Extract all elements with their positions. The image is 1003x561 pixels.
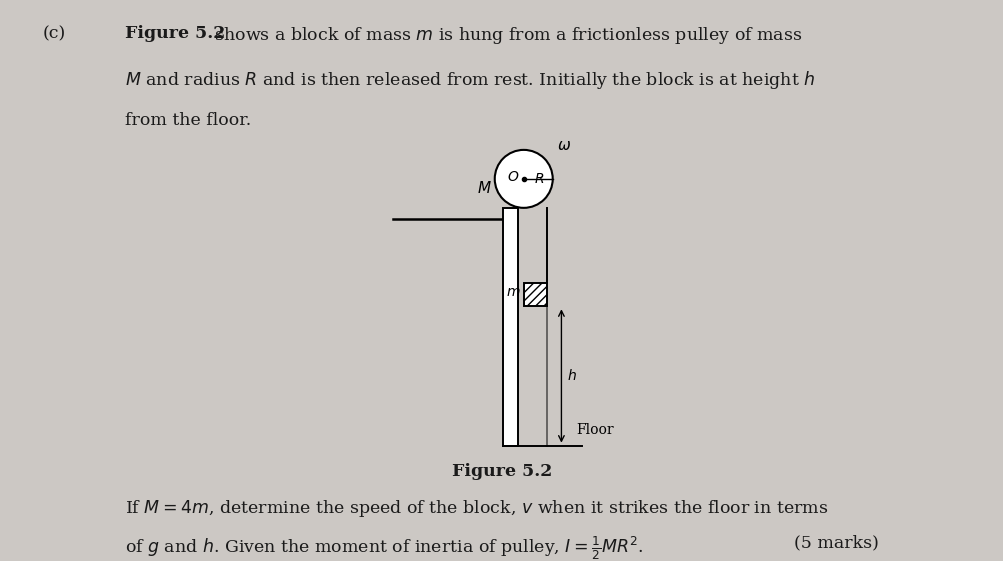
- Text: $h$: $h$: [567, 369, 577, 384]
- Bar: [503, 208, 518, 445]
- Text: $m$: $m$: [506, 285, 521, 299]
- Text: Figure 5.2: Figure 5.2: [125, 25, 226, 42]
- Text: If $M=4m$, determine the speed of the block, $v$ when it strikes the floor in te: If $M=4m$, determine the speed of the bl…: [125, 498, 828, 519]
- Text: $O$: $O$: [507, 171, 519, 185]
- Text: (c): (c): [42, 25, 65, 42]
- Text: of $g$ and $h$. Given the moment of inertia of pulley, $I = \frac{1}{2}MR^{2}$.: of $g$ and $h$. Given the moment of iner…: [125, 534, 644, 561]
- Text: (5 marks): (5 marks): [792, 534, 878, 551]
- Bar: [524, 283, 547, 306]
- Text: $M$ and radius $R$ and is then released from rest. Initially the block is at hei: $M$ and radius $R$ and is then released …: [125, 69, 815, 91]
- Text: Floor: Floor: [576, 423, 613, 437]
- Text: from the floor.: from the floor.: [125, 112, 252, 129]
- Circle shape: [494, 150, 553, 208]
- Text: $M$: $M$: [476, 180, 491, 196]
- Text: shows a block of mass $m$ is hung from a frictionless pulley of mass: shows a block of mass $m$ is hung from a…: [209, 25, 801, 46]
- Text: $R$: $R$: [534, 172, 544, 186]
- Text: $\omega$: $\omega$: [557, 139, 571, 153]
- Text: Figure 5.2: Figure 5.2: [451, 463, 552, 480]
